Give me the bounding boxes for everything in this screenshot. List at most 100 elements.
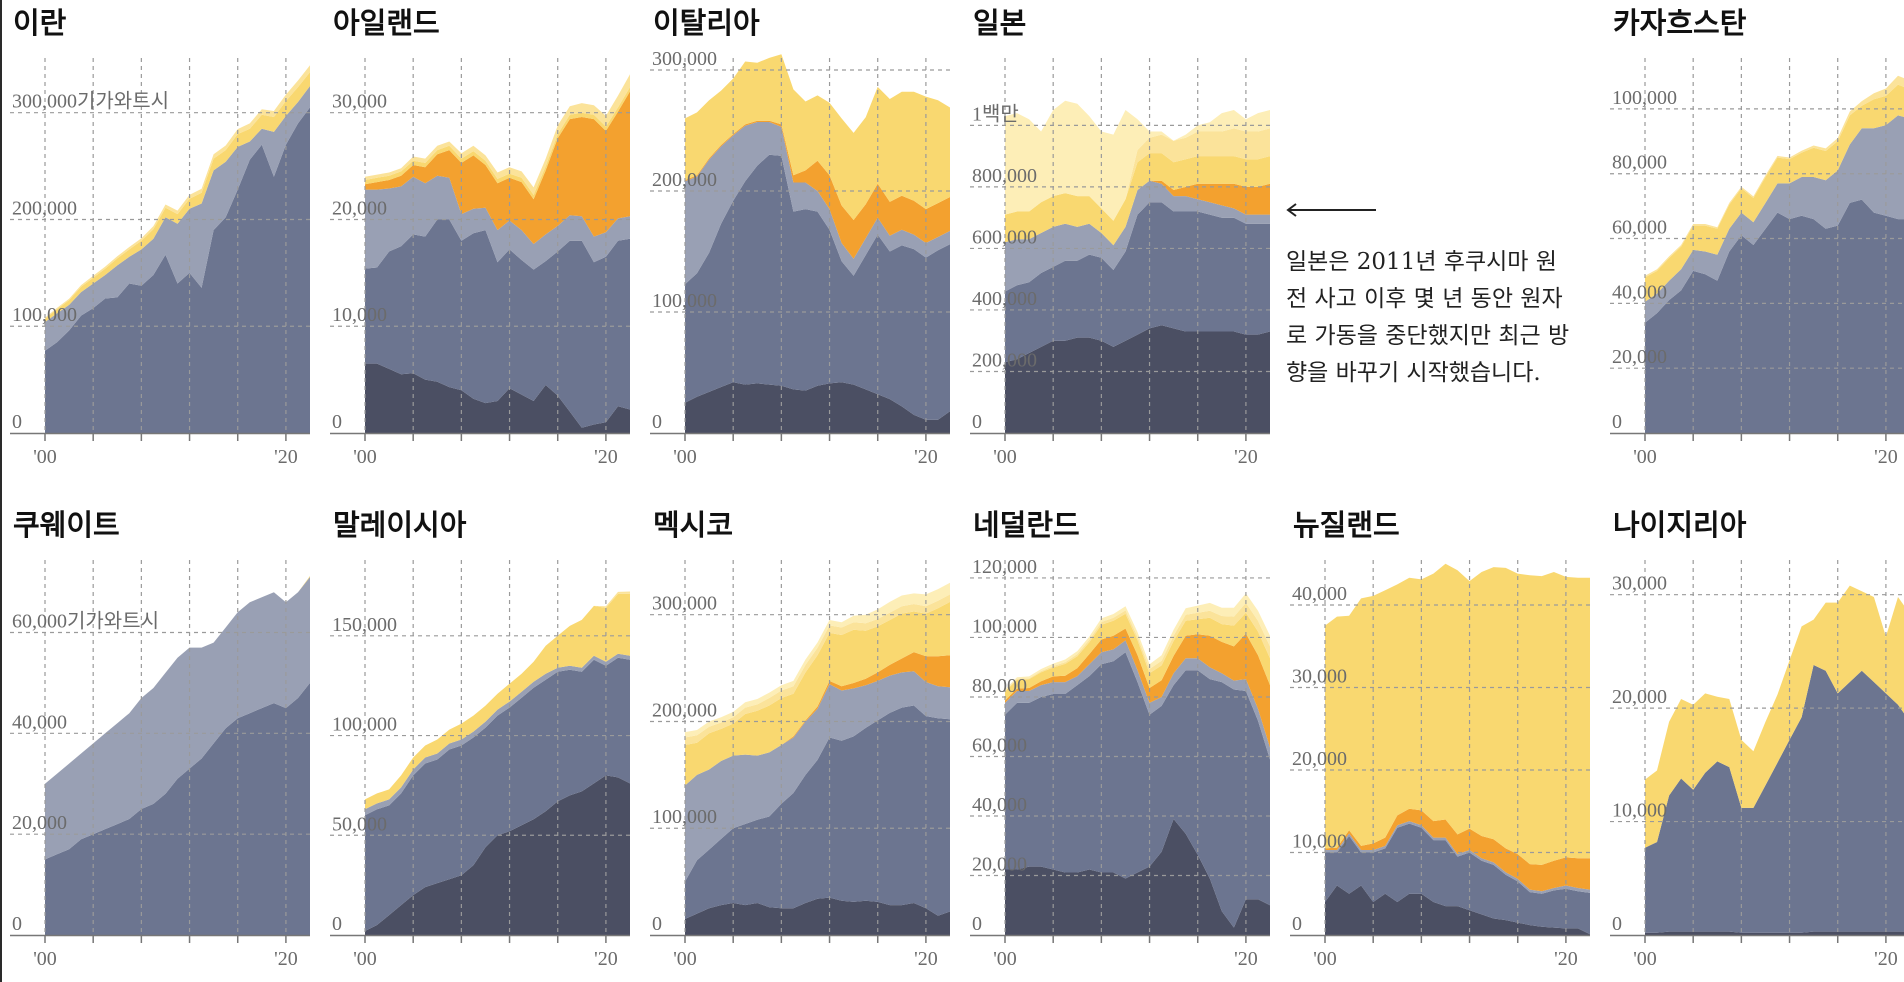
x-tick-label: '00	[33, 446, 57, 468]
area-series-s1	[1645, 931, 1904, 935]
area-series-s3	[45, 86, 310, 351]
y-tick-label: 100,000	[12, 304, 77, 326]
y-tick-label: 0	[1292, 913, 1302, 935]
y-tick-label: 40,000	[12, 711, 67, 733]
y-tick-label: 40,000	[1612, 281, 1667, 303]
y-tick-label: 80,000	[972, 675, 1027, 697]
x-tick-label: '00	[353, 446, 377, 468]
area-series-s3	[1325, 821, 1590, 894]
y-tick-label: 600,000	[972, 226, 1037, 248]
y-tick-label: 60,000기가와트시	[12, 610, 159, 633]
x-tick-label: '00	[673, 948, 697, 970]
panel-ireland: 아일랜드 0 10,000 20,000 30,000 '00 '20	[320, 0, 630, 480]
area-series-s4	[685, 120, 950, 259]
area-series-s5	[1005, 153, 1270, 246]
y-tick-label: 400,000	[972, 288, 1037, 310]
panel-title: 말레이시아	[333, 508, 467, 542]
area-series-s6	[45, 65, 310, 319]
y-tick-label: 0	[972, 411, 982, 433]
panel-japan: 일본 0 200,000 400,000 600,000 800,000 1백만 '00 '2…	[960, 0, 1270, 480]
area-series-s6	[1645, 75, 1904, 278]
panel-title: 쿠웨이트	[13, 508, 120, 542]
area-series-s4	[365, 91, 630, 245]
y-tick-label: 0	[652, 913, 662, 935]
y-tick-label: 300,000	[652, 593, 717, 615]
area-series-s6	[1005, 128, 1270, 221]
left-border-rule	[0, 0, 2, 982]
y-tick-label: 100,000	[332, 714, 397, 736]
area-chart: 0 100,000 200,000 300,000 '00 '20	[650, 560, 950, 970]
area-series-s5	[45, 72, 310, 322]
y-tick-label: 0	[972, 913, 982, 935]
area-series-s1	[685, 382, 950, 433]
y-tick-label: 200,000	[652, 699, 717, 721]
area-series-s3	[365, 175, 630, 270]
y-tick-label: 0	[652, 411, 662, 433]
x-tick-label: '20	[1234, 948, 1258, 970]
annotation-text: 일본은 2011년 후쿠시마 원전 사고 이후 몇 년 동안 원자로 가동을 중…	[1286, 249, 1570, 386]
y-tick-label: 60,000	[972, 734, 1027, 756]
y-tick-label: 800,000	[972, 165, 1037, 187]
annotation-arrow-icon	[1286, 203, 1376, 217]
panel-title: 아일랜드	[333, 6, 440, 40]
panel-title: 일본	[973, 6, 1027, 40]
area-chart: 0 20,000 40,000 60,000 80,000 100,000 120,000 '…	[970, 556, 1270, 970]
area-series-s7	[685, 582, 950, 738]
area-chart: 0 100,000 200,000 300,000기가와트시 '00 '20	[10, 58, 310, 468]
area-series-s3	[1005, 640, 1270, 760]
area-series-s1	[1325, 885, 1590, 935]
x-tick-label: '00	[1633, 446, 1657, 468]
panel-title: 카자흐스탄	[1613, 6, 1747, 40]
y-tick-label: 40,000	[972, 794, 1027, 816]
y-tick-label: 1백만	[972, 102, 1019, 125]
area-series-s5	[685, 54, 950, 220]
y-tick-label: 10,000	[1292, 831, 1347, 853]
area-series-s2	[685, 154, 950, 420]
y-tick-label: 30,000	[332, 91, 387, 113]
area-series-s1	[365, 363, 630, 433]
x-tick-label: '00	[1313, 948, 1337, 970]
y-tick-label: 300,000기가와트시	[12, 90, 169, 113]
area-series-s1	[1005, 325, 1270, 433]
area-series-s3	[685, 122, 950, 285]
x-tick-label: '20	[274, 446, 298, 468]
area-series-s3	[365, 653, 630, 816]
area-chart: 0 10,000 20,000 30,000 '00 '20	[1610, 560, 1904, 970]
area-series-s3	[45, 577, 310, 860]
panel-title: 멕시코	[653, 508, 734, 542]
panel-title: 이탈리아	[653, 6, 760, 40]
x-tick-label: '20	[274, 948, 298, 970]
y-tick-label: 30,000	[1292, 666, 1347, 688]
y-tick-label: 30,000	[1612, 573, 1667, 595]
panel-title: 네덜란드	[973, 508, 1080, 542]
area-series-s5	[1645, 84, 1904, 302]
panel-kazakhstan: 카자흐스탄 0 20,000 40,000 60,000 80,000 100,000 '0…	[1600, 0, 1904, 480]
y-tick-label: 200,000	[652, 169, 717, 191]
area-series-s7	[1005, 593, 1270, 691]
area-series-s2	[45, 682, 310, 935]
area-series-s6	[685, 594, 950, 745]
area-series-s5	[685, 601, 950, 786]
y-tick-label: 100,000	[652, 806, 717, 828]
y-tick-label: 100,000	[972, 615, 1037, 637]
area-series-s2	[45, 107, 310, 434]
y-tick-label: 10,000	[1612, 800, 1667, 822]
y-tick-label: 0	[1612, 411, 1622, 433]
panel-netherlands: 네덜란드 0 20,000 40,000 60,000 80,000 100,000 120…	[960, 502, 1270, 982]
area-series-s5	[365, 593, 630, 810]
x-tick-label: '20	[594, 948, 618, 970]
panel-malaysia: 말레이시아 0 50,000 100,000 150,000 '00 '20	[320, 502, 630, 982]
y-tick-label: 0	[332, 411, 342, 433]
y-tick-label: 0	[12, 411, 22, 433]
area-series-s5	[1325, 563, 1590, 865]
area-chart: 0 20,000 40,000 60,000기가와트시 '00 '20	[10, 560, 310, 970]
y-tick-label: 100,000	[652, 290, 717, 312]
area-series-s2	[1645, 665, 1904, 933]
area-series-s1	[1005, 819, 1270, 935]
x-tick-label: '20	[1874, 446, 1898, 468]
panel-kuwait: 쿠웨이트 0 20,000 40,000 60,000기가와트시 '00 '20	[0, 502, 310, 982]
area-series-s2	[1325, 823, 1590, 935]
y-tick-label: 150,000	[332, 614, 397, 636]
area-chart: 0 50,000 100,000 150,000 '00 '20	[330, 560, 630, 970]
